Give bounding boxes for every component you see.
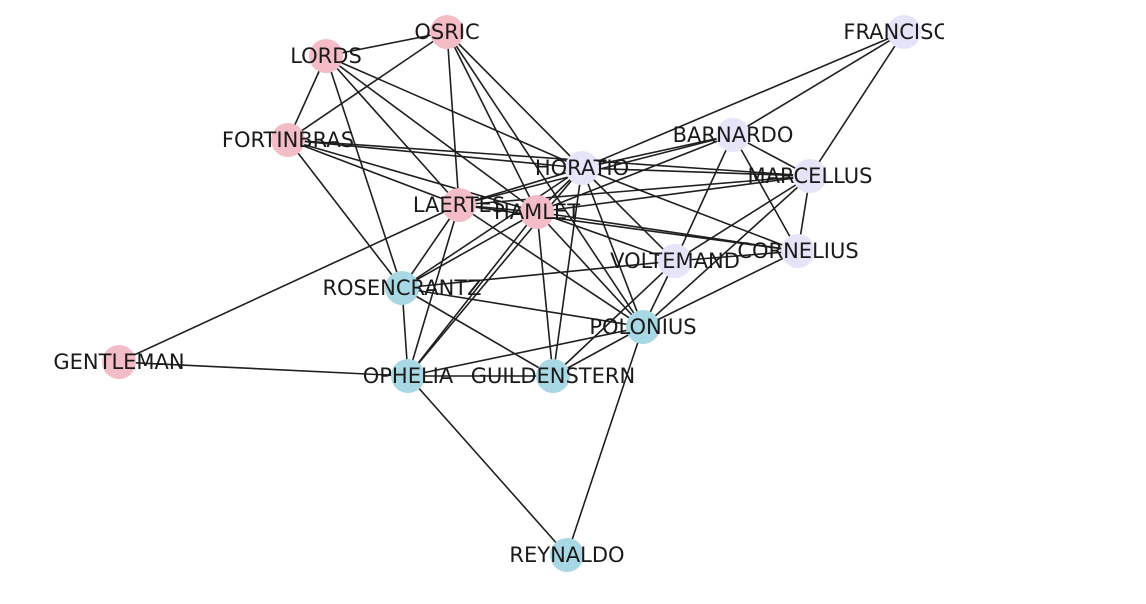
edge-horatio-voltemand: [581, 167, 676, 262]
edge-osric-horatio: [446, 31, 583, 169]
edge-hamlet-voltemand: [536, 211, 676, 262]
edge-voltemand-rosencrantz: [401, 260, 676, 289]
edge-polonius-guildenstern: [552, 326, 644, 377]
edge-lords-rosencrantz: [325, 55, 403, 289]
node-horatio: [565, 151, 599, 185]
node-polonius: [626, 310, 660, 344]
edge-hamlet-ophelia: [407, 211, 538, 377]
node-ophelia: [391, 359, 425, 393]
edge-laertes-marcellus: [458, 175, 811, 206]
node-hamlet: [520, 195, 554, 229]
node-layer: [102, 15, 921, 572]
node-label-polonius: POLONIUS: [589, 315, 696, 339]
node-laertes: [442, 188, 476, 222]
edge-osric-hamlet: [446, 31, 538, 213]
node-gentleman: [102, 345, 136, 379]
node-barnardo: [716, 118, 750, 152]
node-label-rosencrantz: ROSENCRANTZ: [322, 276, 481, 300]
edge-barnardo-cornelius: [732, 134, 799, 252]
edge-fortinbras-marcellus: [287, 139, 811, 177]
node-label-hamlet: HAMLET: [494, 200, 580, 224]
node-fortinbras: [271, 123, 305, 157]
node-label-reynaldo: REYNALDO: [509, 543, 624, 567]
edge-hamlet-cornelius: [536, 211, 799, 252]
node-label-cornelius: CORNELIUS: [737, 239, 858, 263]
edge-osric-lords: [325, 31, 448, 57]
edge-francisco-barnardo: [732, 31, 905, 136]
edge-fortinbras-hamlet: [287, 139, 538, 213]
node-label-lords: LORDS: [290, 44, 362, 68]
node-guildenstern: [536, 359, 570, 393]
node-label-voltemand: VOLTEMAND: [610, 249, 740, 273]
edge-laertes-ophelia: [407, 204, 460, 377]
edge-lords-hamlet: [325, 55, 538, 213]
node-francisco: [887, 15, 921, 49]
node-lords: [309, 39, 343, 73]
edge-ophelia-reynaldo: [407, 375, 568, 556]
edge-cornelius-polonius: [642, 250, 799, 328]
edge-fortinbras-horatio: [287, 139, 583, 169]
edge-rosencrantz-polonius: [401, 287, 644, 328]
edge-polonius-reynaldo: [566, 326, 644, 556]
edge-layer: [118, 31, 905, 556]
edge-rosencrantz-guildenstern: [401, 287, 554, 377]
edge-barnardo-horatio: [581, 134, 734, 169]
edge-barnardo-voltemand: [674, 134, 734, 262]
edge-lords-laertes: [325, 55, 460, 206]
node-osric: [430, 15, 464, 49]
edge-polonius-ophelia: [407, 326, 644, 377]
edge-marcellus-polonius: [642, 175, 811, 328]
node-label-guildenstern: GUILDENSTERN: [471, 364, 635, 388]
edge-hamlet-marcellus: [536, 175, 811, 213]
node-marcellus: [793, 159, 827, 193]
node-label-laertes: LAERTES: [413, 193, 505, 217]
edge-marcellus-voltemand: [674, 175, 811, 262]
edge-fortinbras-rosencrantz: [287, 139, 403, 289]
node-label-horatio: HORATIO: [535, 156, 629, 180]
edge-fortinbras-laertes: [287, 139, 460, 206]
node-label-ophelia: OPHELIA: [363, 364, 454, 388]
edge-horatio-rosencrantz: [401, 167, 583, 289]
node-label-gentleman: GENTLEMAN: [53, 350, 184, 374]
node-cornelius: [781, 234, 815, 268]
edge-laertes-horatio: [458, 167, 583, 206]
edge-voltemand-guildenstern: [552, 260, 676, 377]
edge-francisco-marcellus: [809, 31, 905, 177]
edge-osric-laertes: [446, 31, 460, 206]
edge-laertes-gentleman: [118, 204, 460, 363]
edge-horatio-cornelius: [581, 167, 799, 252]
edge-lords-horatio: [325, 55, 583, 169]
node-rosencrantz: [385, 271, 419, 305]
edge-laertes-polonius: [458, 204, 644, 328]
edge-horatio-marcellus: [581, 167, 811, 177]
edge-francisco-horatio: [581, 31, 905, 169]
edge-horatio-ophelia: [407, 167, 583, 377]
node-label-barnardo: BARNARDO: [673, 123, 794, 147]
edge-cornelius-voltemand: [674, 250, 799, 262]
node-reynaldo: [550, 538, 584, 572]
node-label-osric: OSRIC: [414, 20, 479, 44]
node-label-francisco: FRANCISCO: [843, 20, 964, 44]
node-label-marcellus: MARCELLUS: [747, 164, 872, 188]
edge-gentleman-ophelia: [118, 361, 409, 377]
node-voltemand: [658, 244, 692, 278]
edge-hamlet-barnardo: [536, 134, 734, 213]
node-label-fortinbras: FORTINBRAS: [222, 128, 354, 152]
edge-hamlet-rosencrantz: [401, 211, 538, 289]
edge-hamlet-guildenstern: [536, 211, 554, 377]
